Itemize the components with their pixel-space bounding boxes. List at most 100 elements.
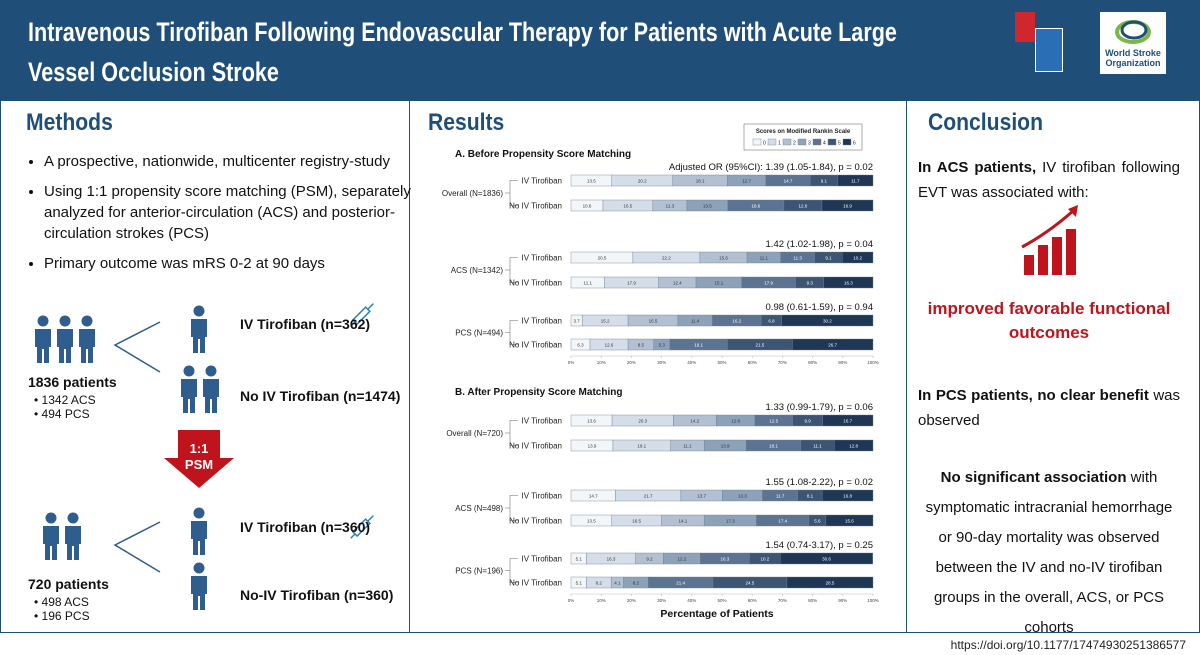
methods-heading: Methods xyxy=(26,109,113,136)
subgroup: 494 PCS xyxy=(41,407,90,421)
category-label: No IV Tirofiban xyxy=(509,279,562,288)
text: IV tirofiban following EVT was associate… xyxy=(918,159,1180,201)
data-label: 15.2 xyxy=(601,319,610,324)
chart-title: A. Before Propensity Score Matching xyxy=(455,149,631,160)
bar-segment xyxy=(841,251,874,264)
data-label: 14.1 xyxy=(679,519,688,524)
annotation: 1.54 (0.74-3.17), p = 0.25 xyxy=(766,540,873,551)
subgroup: 1342 ACS xyxy=(41,393,96,407)
group-label: PCS (N=494) xyxy=(455,329,503,338)
annotation: 1.42 (1.02-1.98), p = 0.04 xyxy=(766,239,873,250)
legend-swatch xyxy=(812,138,822,146)
journal-cover xyxy=(1015,12,1035,42)
doi: https://doi.org/10.1177/1747493025138657… xyxy=(950,638,1186,652)
data-label: 11.3 xyxy=(793,256,802,261)
data-label: 13.9 xyxy=(588,444,597,449)
bar-segment xyxy=(822,414,874,427)
divider xyxy=(409,100,410,632)
category-label: IV Tirofiban xyxy=(522,177,562,186)
x-tick-label: 30% xyxy=(657,598,666,603)
x-tick-label: 80% xyxy=(808,598,817,603)
bullet: Using 1:1 propensity score matching (PSM… xyxy=(44,181,416,244)
x-tick-label: 0% xyxy=(568,360,575,365)
data-label: 17.9 xyxy=(627,281,636,286)
x-tick-label: 50% xyxy=(717,598,726,603)
annotation: Adjusted OR (95%CI): 1.39 (1.05-1.84), p… xyxy=(669,162,873,173)
legend-label: 4 xyxy=(823,141,826,147)
data-label: 10.2 xyxy=(853,256,862,261)
data-label: 13.7 xyxy=(697,494,706,499)
bracket xyxy=(505,180,518,206)
data-label: 28.5 xyxy=(826,581,835,586)
methods-list: A prospective, nationwide, multicenter r… xyxy=(26,151,416,283)
data-label: 30.2 xyxy=(823,319,832,324)
methods-diagram xyxy=(35,303,374,610)
data-label: 3.7 xyxy=(573,319,580,324)
category-label: IV Tirofiban xyxy=(522,492,562,501)
data-label: 10.6 xyxy=(583,204,592,209)
chart-title: B. After Propensity Score Matching xyxy=(455,387,622,398)
logo-mark xyxy=(1115,20,1151,44)
x-tick-label: 40% xyxy=(687,598,696,603)
data-label: 12.5 xyxy=(769,419,778,424)
data-label: 6.8 xyxy=(768,319,775,324)
bar-segment xyxy=(837,174,874,187)
data-label: 21.7 xyxy=(644,494,653,499)
data-label: 16.2 xyxy=(732,319,741,324)
data-label: 8.2 xyxy=(596,581,603,586)
subgroup: 498 ACS xyxy=(41,595,89,609)
data-label: 11.1 xyxy=(760,256,769,261)
x-tick-label: 100% xyxy=(867,360,879,365)
arm-label: IV Tirofiban (n=360) xyxy=(240,519,371,535)
legend-label: 2 xyxy=(793,141,796,147)
data-label: 5.6 xyxy=(814,519,821,524)
emphasis: In ACS patients, xyxy=(918,159,1037,176)
x-tick-label: 100% xyxy=(867,598,879,603)
x-tick-label: 60% xyxy=(748,598,757,603)
paragraph: In PCS patients, no clear benefit was ob… xyxy=(918,383,1180,433)
category-label: IV Tirofiban xyxy=(522,254,562,263)
subgroup: 196 PCS xyxy=(41,609,90,623)
x-axis-label: Percentage of Patients xyxy=(660,608,773,620)
x-tick-label: 40% xyxy=(687,360,696,365)
annotation: 0.98 (0.61-1.59), p = 0.94 xyxy=(766,302,873,313)
data-label: 12.4 xyxy=(673,281,682,286)
x-tick-label: 90% xyxy=(838,360,847,365)
data-label: 5.1 xyxy=(576,581,583,586)
data-label: 24.5 xyxy=(746,581,755,586)
data-label: 11.3 xyxy=(666,204,675,209)
bar-segment xyxy=(786,576,874,589)
legend-box xyxy=(743,123,863,151)
bracket xyxy=(505,558,518,583)
data-label: 17.9 xyxy=(764,281,773,286)
category-label: IV Tirofiban xyxy=(522,555,562,564)
data-label: 16.7 xyxy=(843,419,852,424)
text: with symptomatic intracranial hemorrhage… xyxy=(925,469,1173,636)
title: Intravenous Tirofiban Following Endovasc… xyxy=(28,17,897,87)
group-label: Overall (N=720) xyxy=(446,429,503,438)
legend-swatch xyxy=(752,138,762,146)
category-label: No IV Tirofiban xyxy=(509,341,562,350)
bullet: A prospective, nationwide, multicenter r… xyxy=(44,151,416,172)
bracket xyxy=(505,320,518,345)
legend-label: 1 xyxy=(778,141,781,147)
data-label: 9.2 xyxy=(646,557,653,562)
data-label: 11.4 xyxy=(691,319,700,324)
x-tick-label: 30% xyxy=(657,360,666,365)
divider xyxy=(906,100,907,632)
bar-segment xyxy=(781,314,874,327)
data-label: 12.7 xyxy=(742,179,751,184)
x-tick-label: 10% xyxy=(597,360,606,365)
data-label: 15.1 xyxy=(714,281,723,286)
group-label: ACS (N=1342) xyxy=(451,266,504,275)
data-label: 16.8 xyxy=(843,494,852,499)
bar-segment xyxy=(834,439,874,452)
data-label: 11.7 xyxy=(851,179,860,184)
data-label: 12.8 xyxy=(849,444,858,449)
data-label: 9.1 xyxy=(825,256,832,261)
bullet: Primary outcome was mRS 0-2 at 90 days xyxy=(44,253,416,274)
paragraph: In ACS patients, IV tirofiban following … xyxy=(918,155,1180,205)
ratio: 1:1 xyxy=(189,441,209,456)
data-label: 14.7 xyxy=(589,494,598,499)
data-label: 12.8 xyxy=(731,419,740,424)
